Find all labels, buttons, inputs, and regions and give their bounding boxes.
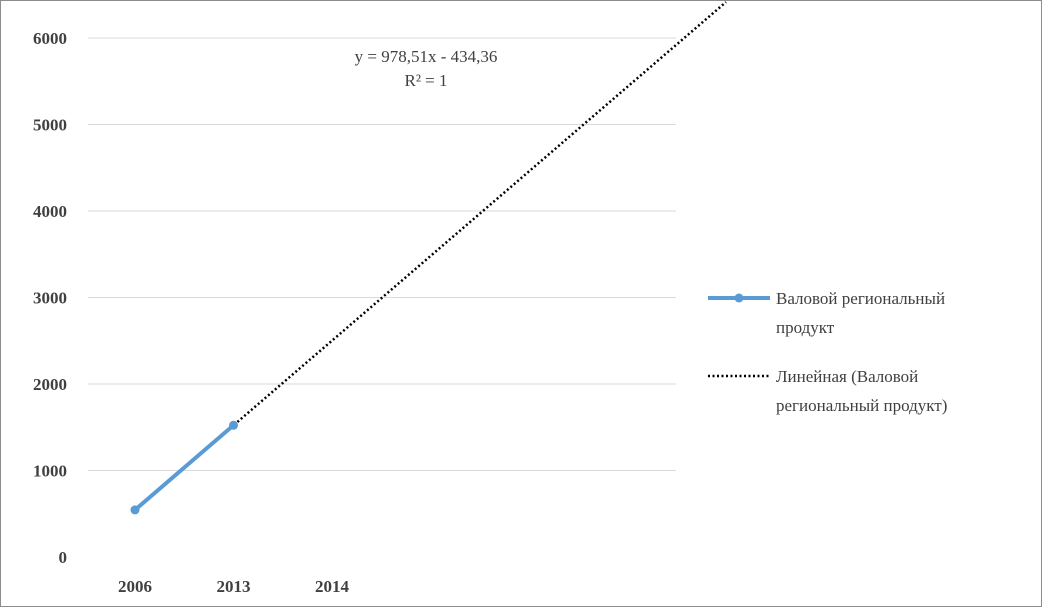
x-axis-tick-labels: 2006 2013 2014 bbox=[118, 577, 350, 596]
trendline-equation-text: y = 978,51x - 434,36 bbox=[355, 47, 498, 66]
y-axis-tick-labels: 0 1000 2000 3000 4000 5000 6000 bbox=[33, 29, 67, 567]
trendline bbox=[134, 1, 727, 511]
gridlines bbox=[88, 37, 676, 471]
data-point-marker bbox=[229, 420, 238, 430]
y-tick-label: 2000 bbox=[33, 375, 67, 394]
legend-item-trendline: Линейная (Валовой региональный продукт) bbox=[708, 367, 947, 415]
y-tick-label: 1000 bbox=[33, 462, 67, 481]
x-tick-label: 2013 bbox=[217, 577, 251, 596]
legend-label: Валовой региональный bbox=[776, 289, 945, 308]
y-tick-label: 3000 bbox=[33, 289, 67, 308]
legend: Валовой региональный продукт Линейная (В… bbox=[708, 289, 947, 415]
data-point-marker bbox=[130, 505, 140, 515]
trendline-equation: y = 978,51x - 434,36 R² = 1 bbox=[355, 47, 498, 90]
y-tick-label: 0 bbox=[59, 548, 68, 567]
y-tick-label: 5000 bbox=[33, 116, 67, 135]
legend-label: Линейная (Валовой bbox=[776, 367, 918, 386]
series-layer bbox=[130, 420, 238, 515]
trendline-layer bbox=[134, 1, 727, 511]
legend-label: региональный продукт) bbox=[776, 396, 947, 415]
r-squared-text: R² = 1 bbox=[404, 71, 447, 90]
series-line bbox=[133, 423, 235, 512]
x-tick-label: 2014 bbox=[315, 577, 350, 596]
legend-item-series: Валовой региональный продукт bbox=[708, 289, 945, 337]
legend-series-marker bbox=[734, 293, 744, 303]
x-tick-label: 2006 bbox=[118, 577, 152, 596]
legend-label: продукт bbox=[776, 318, 835, 337]
y-tick-label: 4000 bbox=[33, 202, 67, 221]
y-tick-label: 6000 bbox=[33, 29, 67, 48]
